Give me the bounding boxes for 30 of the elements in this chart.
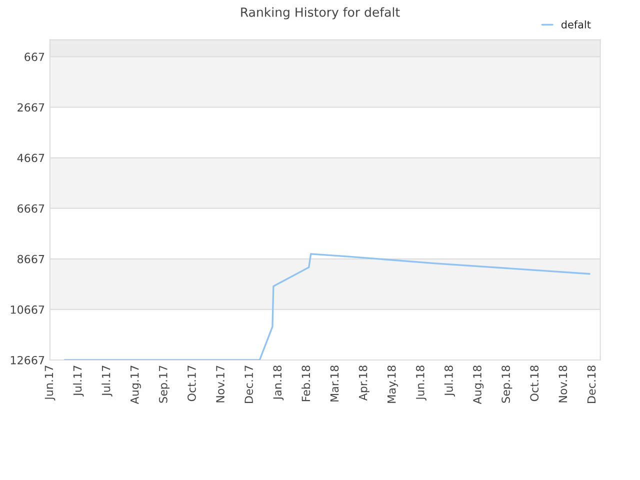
x-tick-label: Jan.18 [273, 366, 284, 400]
y-tick-label: 4667 [17, 154, 44, 162]
x-tick-label: Aug.17 [130, 366, 141, 404]
x-tick-label: Apr.18 [358, 366, 370, 401]
x-tick-label: May.18 [387, 366, 398, 403]
x-tick-label: Oct.17 [188, 366, 196, 402]
y-tick-label: 6667 [18, 204, 44, 213]
x-tick-label: Oct.18 [530, 366, 539, 402]
x-tick-label: Nov.17 [216, 366, 224, 402]
x-tick-label: Jul.18 [444, 366, 455, 397]
x-tick-label: Sep.18 [502, 366, 512, 403]
x-tick-label: Dec.18 [587, 366, 596, 403]
chart-title: Ranking History for defalt [241, 7, 400, 20]
x-tick-label: Nov.18 [558, 366, 568, 402]
y-tick-label: 12667 [10, 356, 44, 364]
x-tick-label: Jul.17 [102, 366, 112, 397]
x-tick-label: Dec.17 [244, 366, 254, 403]
x-tick-label: Aug.18 [473, 366, 484, 404]
x-tick-label: Jun.17 [44, 366, 56, 400]
y-tick-label: 8667 [18, 254, 44, 264]
x-tick-label: Sep.17 [158, 366, 170, 403]
x-tick-label: Jul.17 [73, 366, 84, 397]
y-tick-label: 10667 [10, 305, 44, 314]
y-tick-label: 2667 [18, 103, 44, 112]
x-tick-label: Feb.18 [302, 366, 310, 402]
x-tick-label: Mar.18 [330, 366, 339, 402]
x-tick-label: Jun.18 [416, 366, 426, 400]
legend-label: defalt [561, 20, 591, 28]
y-tick-label: 667 [24, 52, 44, 62]
line-series [64, 253, 590, 360]
